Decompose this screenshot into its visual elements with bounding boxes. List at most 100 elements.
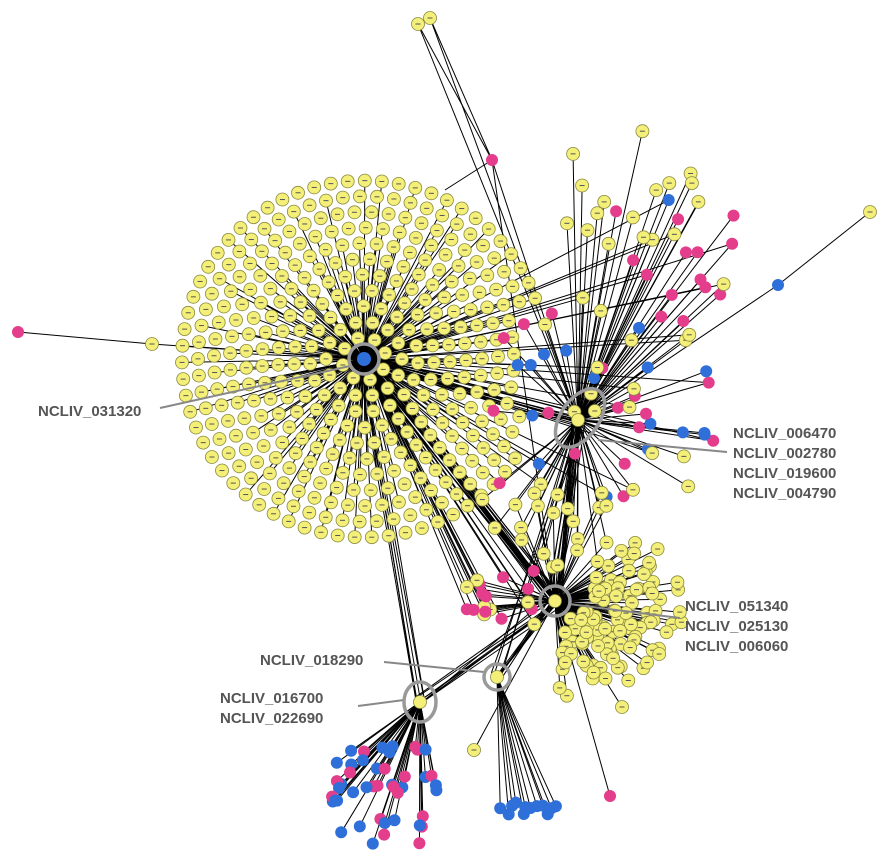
node xyxy=(522,582,535,595)
node xyxy=(429,779,442,792)
hub-node xyxy=(413,695,427,709)
edge xyxy=(577,316,662,421)
node xyxy=(627,254,640,267)
node xyxy=(333,782,345,794)
node xyxy=(700,365,713,378)
highlight-ring xyxy=(402,680,438,724)
node xyxy=(517,318,530,331)
node xyxy=(714,288,727,301)
leader-line xyxy=(383,661,485,673)
edge xyxy=(334,701,421,801)
edge xyxy=(485,595,556,602)
node xyxy=(344,766,356,779)
node-label: NCLIV_025130 xyxy=(685,618,788,635)
edge xyxy=(577,320,684,421)
node xyxy=(617,490,630,503)
edge xyxy=(577,279,701,421)
node xyxy=(633,321,645,334)
edge xyxy=(404,701,421,777)
edge xyxy=(496,676,538,807)
edge xyxy=(496,676,557,807)
edge xyxy=(363,239,653,360)
node xyxy=(497,332,510,344)
edge xyxy=(496,676,510,815)
edge xyxy=(577,294,721,421)
edge xyxy=(577,230,588,421)
node xyxy=(644,417,657,430)
node xyxy=(676,426,689,439)
edge xyxy=(17,331,153,345)
edge xyxy=(577,217,634,421)
node xyxy=(413,819,426,832)
node xyxy=(655,310,668,323)
node xyxy=(12,326,24,338)
node xyxy=(612,401,624,414)
edge xyxy=(473,600,556,751)
node xyxy=(425,769,438,782)
node xyxy=(662,194,675,206)
node xyxy=(360,781,373,794)
edge xyxy=(577,419,653,454)
edge xyxy=(496,676,517,803)
node xyxy=(560,344,573,357)
edge xyxy=(230,352,365,360)
highlight-ring xyxy=(482,662,512,692)
node xyxy=(480,590,492,603)
node xyxy=(568,447,581,460)
node xyxy=(526,409,539,422)
node xyxy=(376,741,389,754)
node xyxy=(467,603,480,616)
node xyxy=(378,762,391,775)
edge xyxy=(419,701,427,750)
hub-node xyxy=(357,352,371,366)
node xyxy=(677,315,690,327)
edge xyxy=(777,211,871,286)
node xyxy=(772,279,784,291)
node xyxy=(356,754,369,767)
node xyxy=(329,794,342,807)
edge xyxy=(554,542,607,602)
node xyxy=(411,743,424,756)
node-label: NCLIV_019600 xyxy=(733,465,836,482)
node xyxy=(633,421,645,434)
hub-node xyxy=(548,594,562,608)
node xyxy=(353,820,366,833)
node xyxy=(679,246,692,259)
edge xyxy=(566,223,579,421)
edge xyxy=(363,358,468,588)
edge xyxy=(577,419,624,497)
node xyxy=(387,780,400,793)
edge xyxy=(496,676,513,806)
nodes xyxy=(12,11,877,850)
node xyxy=(672,213,685,226)
node xyxy=(640,268,653,281)
edge xyxy=(577,419,626,465)
edge xyxy=(444,159,493,191)
edge xyxy=(577,284,779,421)
node xyxy=(698,427,711,439)
node xyxy=(707,434,720,447)
edge xyxy=(417,23,579,421)
node xyxy=(545,307,558,320)
leader-line xyxy=(597,439,728,453)
node xyxy=(610,205,623,218)
node xyxy=(542,406,555,419)
node xyxy=(618,457,631,470)
node xyxy=(416,810,429,823)
node-label: NCLIV_018290 xyxy=(260,652,363,669)
node xyxy=(524,359,537,371)
edge xyxy=(520,419,579,528)
node xyxy=(538,348,550,361)
node xyxy=(665,288,678,301)
node xyxy=(347,786,360,799)
edge xyxy=(491,426,575,682)
node xyxy=(493,477,506,490)
annotations: NCLIV_031320 NCLIV_006470 NCLIV_002780 N… xyxy=(38,342,836,727)
edge xyxy=(479,583,556,602)
node xyxy=(495,612,508,625)
node-label: NCLIV_002780 xyxy=(733,445,836,462)
edge xyxy=(366,363,426,705)
edge xyxy=(491,159,556,602)
edge xyxy=(331,701,421,797)
